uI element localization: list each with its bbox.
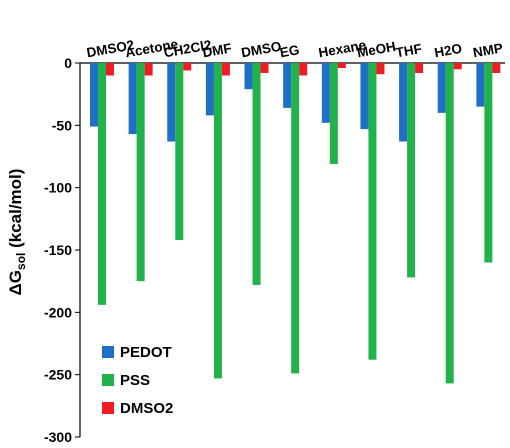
bar-pss-thf <box>407 63 416 278</box>
legend-label-pedot: PEDOT <box>120 344 172 361</box>
bar-pedot-nmp <box>476 63 485 107</box>
bar-dmso2-ch2cl2 <box>183 63 192 71</box>
bar-pss-h2o <box>445 63 454 384</box>
bar-dmso2-dmso2 <box>106 63 114 76</box>
bar-dmso2-acetone <box>144 63 153 76</box>
bar-pedot-acetone <box>128 63 137 135</box>
y-tick-label: 0 <box>64 55 72 71</box>
legend-swatch-dmso2 <box>102 402 114 414</box>
category-label: NMP <box>472 40 504 60</box>
bar-dmso2-thf <box>415 63 424 73</box>
bar-pedot-eg <box>283 63 292 108</box>
bar-dmso2-eg <box>299 63 308 76</box>
bar-pedot-thf <box>399 63 408 142</box>
bar-pedot-hexane <box>321 63 330 123</box>
bar-pedot-dmso2 <box>90 63 98 127</box>
y-tick-label: -300 <box>44 429 72 445</box>
bar-dmso2-dmso <box>260 63 269 73</box>
bar-pss-nmp <box>484 63 493 263</box>
bar-dmso2-meoh <box>376 63 385 75</box>
y-tick-label: -250 <box>44 367 72 383</box>
bar-pss-dmf <box>213 63 222 379</box>
bar-pedot-dmf <box>205 63 214 116</box>
bar-dmso2-nmp <box>492 63 501 73</box>
category-label: EG <box>279 42 301 60</box>
bar-pss-acetone <box>136 63 145 282</box>
bar-pss-dmso <box>252 63 261 285</box>
bar-pss-hexane <box>329 63 338 164</box>
bar-pss-meoh <box>368 63 377 360</box>
category-label: DMF <box>201 41 232 61</box>
bar-dmso2-hexane <box>337 63 346 68</box>
category-label: DMSO <box>240 39 282 61</box>
bar-pedot-meoh <box>360 63 369 130</box>
category-label: MeOH <box>356 39 397 61</box>
y-tick-label: -200 <box>44 304 72 320</box>
legend-label-pss: PSS <box>120 372 150 389</box>
y-tick-label: -150 <box>44 242 72 258</box>
legend-label-dmso2: DMSO2 <box>120 400 173 417</box>
category-label: H2O <box>433 41 463 61</box>
bar-pedot-ch2cl2 <box>167 63 176 142</box>
legend-swatch-pss <box>102 374 114 386</box>
y-tick-label: -100 <box>44 180 72 196</box>
bar-pss-dmso2 <box>98 63 106 305</box>
bar-dmso2-h2o <box>453 63 462 70</box>
legend-swatch-pedot <box>102 346 114 358</box>
bar-pss-ch2cl2 <box>175 63 184 241</box>
y-tick-label: -50 <box>52 117 72 133</box>
bar-pss-eg <box>291 63 300 374</box>
legend: PEDOT PSS DMSO2 <box>102 344 173 417</box>
y-axis-title: ΔGsol (kcal/mol) <box>6 169 28 296</box>
bar-pedot-dmso <box>244 63 253 90</box>
bars-group <box>90 63 501 384</box>
category-label: THF <box>395 41 423 60</box>
bar-dmso2-dmf <box>221 63 230 76</box>
y-axis: 0 -50 -100 -150 -200 -250 -300 <box>44 55 80 445</box>
bar-pedot-h2o <box>437 63 446 113</box>
